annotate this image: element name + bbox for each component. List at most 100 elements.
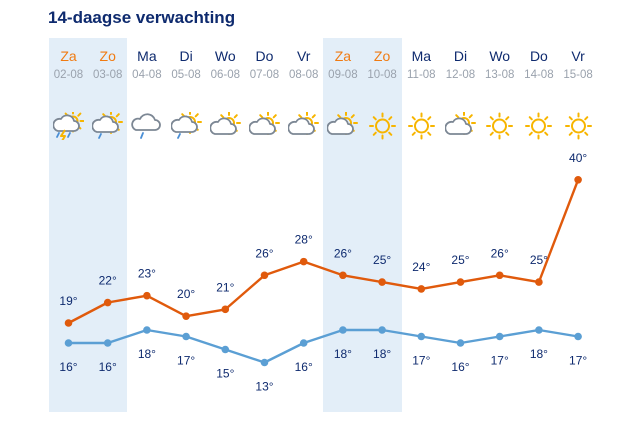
min-temp-label: 18°: [334, 347, 352, 361]
max-temp-label: 25°: [530, 253, 548, 267]
day-name: Za: [334, 48, 352, 64]
min-temp-point: [339, 326, 347, 334]
max-temp-label: 26°: [334, 246, 352, 260]
min-temp-point: [260, 358, 269, 367]
min-temp-label: 16°: [59, 360, 77, 374]
min-temp-point: [221, 345, 230, 354]
max-temp-point: [64, 319, 73, 327]
day-column: Ma 04-08: [127, 38, 166, 412]
max-temp-line: [67, 179, 580, 325]
max-temp-point: [221, 305, 230, 314]
min-temp-line: [68, 328, 579, 364]
min-temp-label: 18°: [138, 347, 156, 361]
day-name: Wo: [214, 48, 236, 64]
day-date: 05-08: [171, 69, 201, 81]
max-temp-point: [378, 278, 386, 286]
max-temp-point: [574, 175, 582, 184]
weekend-band: [49, 38, 128, 412]
min-temp-point: [574, 332, 582, 341]
sun-cloud-icon: [445, 112, 476, 140]
day-date: 02-08: [53, 69, 84, 81]
max-temp-label: 21°: [216, 280, 234, 294]
max-temp-label: 25°: [451, 253, 469, 267]
min-temp-label: 17°: [491, 354, 509, 368]
sun-cloud-icon: [327, 112, 359, 140]
day-name: Do: [255, 48, 274, 64]
sun-icon: [563, 112, 594, 140]
day-column: Za 09-08: [323, 38, 362, 412]
day-date: 04-08: [132, 69, 162, 81]
day-column: Zo 03-08: [88, 38, 127, 412]
day-name: Vr: [571, 48, 585, 64]
max-temp-point: [417, 285, 426, 293]
day-column: Do 07-08: [245, 38, 284, 412]
day-name: Zo: [373, 48, 391, 64]
day-column: Vr 08-08: [284, 38, 323, 412]
min-temp-point: [417, 332, 426, 341]
min-temp-point: [182, 332, 190, 341]
day-column: Di 05-08: [167, 38, 206, 412]
day-date: 07-08: [249, 69, 280, 81]
max-temp-label: 26°: [491, 246, 509, 260]
min-temp-point: [299, 339, 308, 347]
min-temp-point: [64, 339, 73, 347]
min-temp-label: 13°: [255, 380, 273, 394]
sun-icon: [406, 112, 437, 140]
page-title: 14-daagse verwachting: [48, 8, 236, 27]
cloud-rain-icon: [131, 112, 162, 140]
sun-icon: [484, 112, 515, 140]
min-temp-label: 17°: [177, 354, 195, 368]
min-temp-label: 15°: [216, 367, 234, 381]
min-temp-label: 17°: [569, 354, 587, 368]
sun-cloud-icon: [249, 112, 280, 140]
min-temp-label: 16°: [295, 360, 313, 374]
day-name: Di: [453, 48, 468, 64]
sun-cloud-rain-icon: [92, 112, 124, 140]
day-date: 12-08: [445, 69, 476, 81]
day-column: Di 12-08: [441, 38, 480, 412]
sun-cloud-icon: [288, 112, 320, 140]
max-temp-point: [103, 298, 112, 307]
min-temp-point: [535, 326, 543, 334]
day-name: Za: [60, 48, 77, 64]
max-temp-label: 19°: [59, 294, 77, 308]
day-date: 11-08: [407, 69, 436, 81]
day-column: Vr 15-08: [559, 38, 598, 412]
max-temp-label: 25°: [373, 253, 391, 267]
max-temp-point: [260, 271, 269, 280]
max-temp-label: 23°: [138, 267, 156, 281]
max-temp-label: 24°: [412, 260, 430, 274]
day-name: Wo: [489, 48, 511, 64]
day-name: Ma: [411, 48, 432, 64]
day-column: Zo 10-08: [363, 38, 402, 412]
day-column: Ma 11-08: [402, 38, 441, 412]
max-temp-point: [299, 257, 308, 266]
day-date: 15-08: [563, 69, 593, 81]
min-temp-point: [495, 332, 504, 341]
sun-icon: [367, 112, 398, 140]
max-temp-point: [456, 278, 465, 286]
day-name: Vr: [296, 48, 311, 64]
sun-cloud-rain-icon: [170, 112, 202, 140]
sun-icon: [523, 112, 554, 140]
max-temp-label: 40°: [569, 151, 587, 165]
day-name: Zo: [99, 48, 116, 64]
day-date: 08-08: [288, 69, 319, 81]
day-date: 09-08: [328, 69, 358, 81]
day-date: 03-08: [92, 69, 123, 81]
max-temp-point: [495, 271, 504, 280]
day-date: 14-08: [524, 69, 554, 81]
max-temp-label: 26°: [255, 246, 273, 260]
max-temp-point: [535, 278, 543, 286]
max-temp-label: 20°: [177, 287, 195, 301]
max-temp-label: 28°: [295, 233, 313, 247]
min-temp-point: [456, 339, 465, 347]
min-temp-point: [378, 326, 386, 334]
max-temp-point: [339, 271, 347, 280]
day-name: Di: [179, 48, 193, 64]
day-name: Ma: [137, 48, 157, 64]
day-column: Wo 06-08: [206, 38, 245, 412]
max-temp-label: 22°: [99, 274, 117, 288]
